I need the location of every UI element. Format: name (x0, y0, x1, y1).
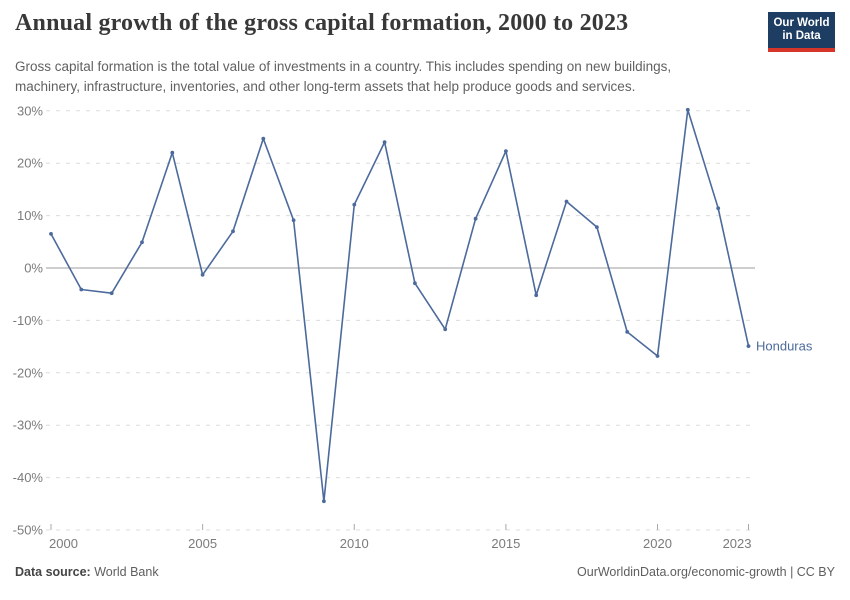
y-tick-label: -50% (13, 523, 44, 538)
data-point-marker[interactable] (595, 225, 599, 229)
data-point-marker[interactable] (413, 281, 417, 286)
data-point-marker[interactable] (685, 107, 690, 112)
data-point-marker[interactable] (504, 149, 508, 153)
data-source-label: Data source: (15, 565, 91, 579)
data-point-marker[interactable] (655, 354, 660, 358)
data-source-value: World Bank (90, 565, 159, 579)
data-point-marker[interactable] (170, 150, 175, 155)
chart-footer: Data source: World Bank OurWorldinData.o… (15, 565, 835, 579)
data-point-marker[interactable] (79, 287, 84, 292)
y-tick-label: -20% (13, 365, 44, 380)
data-source-note: Data source: World Bank (15, 565, 159, 579)
owid-logo-line1: Our World (773, 17, 830, 29)
chart-subtitle-line1: Gross capital formation is the total val… (15, 59, 672, 74)
data-point-marker[interactable] (261, 136, 266, 141)
chart-subtitle: Gross capital formation is the total val… (15, 57, 775, 96)
owid-logo[interactable]: Our World in Data (768, 12, 835, 52)
data-point-marker[interactable] (291, 218, 296, 223)
page-title: Annual growth of the gross capital forma… (15, 10, 629, 36)
data-point-marker[interactable] (200, 272, 205, 277)
data-point-marker[interactable] (109, 291, 114, 296)
y-tick-label: -40% (13, 470, 44, 485)
x-tick-label: 2023 (723, 536, 752, 551)
data-point-marker[interactable] (49, 232, 53, 236)
owid-logo-line2: in Data (782, 30, 821, 42)
y-tick-label: -10% (13, 313, 44, 328)
data-point-marker[interactable] (140, 240, 144, 245)
data-point-marker[interactable] (746, 344, 751, 348)
x-tick-label: 2010 (340, 536, 369, 551)
y-tick-label: 20% (17, 156, 43, 171)
data-point-marker[interactable] (473, 216, 478, 221)
data-point-marker[interactable] (716, 206, 721, 211)
data-point-marker[interactable] (231, 229, 235, 234)
attribution-note[interactable]: OurWorldinData.org/economic-growth | CC … (577, 565, 835, 579)
chart-svg: 30% 20% 10% 0% -10% -20% -30% -40% -50% 2000 2005 2… (13, 103, 813, 551)
data-point-marker[interactable] (564, 199, 569, 204)
data-point-marker[interactable] (625, 330, 630, 334)
data-point-marker[interactable] (382, 140, 387, 145)
y-tick-label: 30% (17, 103, 43, 118)
data-point-marker[interactable] (322, 499, 326, 504)
entity-label-honduras[interactable]: Honduras (756, 339, 813, 354)
line-series-honduras[interactable] (50, 109, 750, 502)
data-point-marker[interactable] (352, 202, 357, 207)
y-tick-label: -30% (13, 418, 44, 433)
y-tick-label: 10% (17, 208, 43, 223)
y-tick-label: 0% (24, 261, 43, 276)
chart-subtitle-line2: machinery, infrastructure, inventories, … (15, 78, 636, 94)
x-tick-label: 2005 (188, 536, 217, 551)
x-tick-label: 2015 (491, 536, 520, 551)
x-tick-label: 2000 (49, 536, 78, 551)
data-point-marker[interactable] (534, 293, 539, 298)
x-tick-label: 2020 (643, 536, 672, 551)
data-point-marker[interactable] (443, 327, 448, 332)
